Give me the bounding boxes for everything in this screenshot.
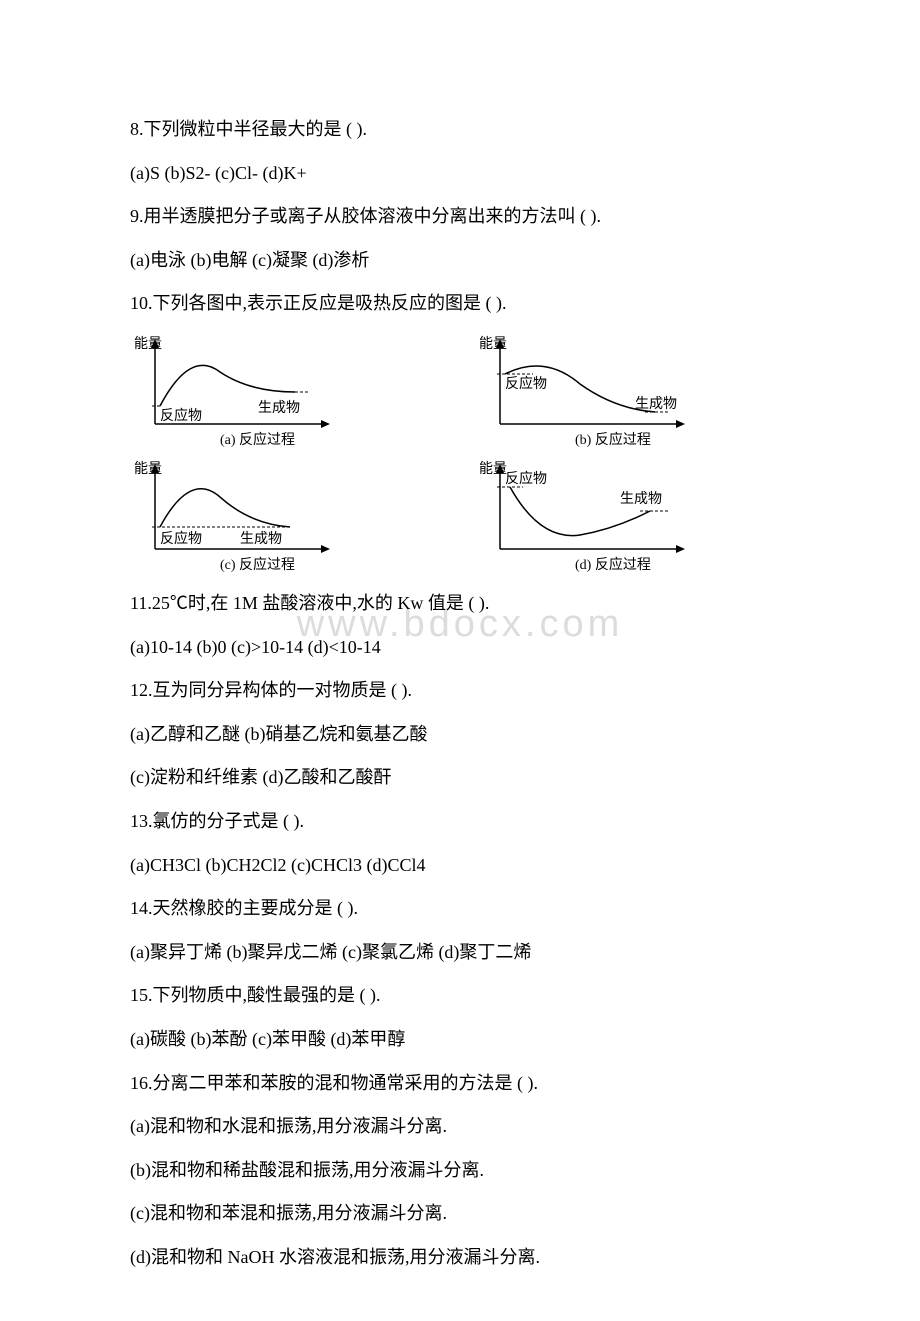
question-8-options: (a)S (b)S2- (c)Cl- (d)K+ [130, 154, 790, 194]
chart-c-svg: 能量 反应物 生成物 (c) 反应过程 [130, 459, 390, 574]
chart-d-caption: (d) 反应过程 [575, 556, 651, 573]
question-11-options: (a)10-14 (b)0 (c)>10-14 (d)<10-14 [130, 628, 790, 668]
chart-d-svg: 能量 反应物 生成物 (d) 反应过程 [475, 459, 735, 574]
question-16-option-b: (b)混和物和稀盐酸混和振荡,用分液漏斗分离. [130, 1151, 790, 1191]
question-15: 15.下列物质中,酸性最强的是 ( ). [130, 976, 790, 1016]
question-13: 13.氯仿的分子式是 ( ). [130, 802, 790, 842]
question-9-options: (a)电泳 (b)电解 (c)凝聚 (d)渗析 [130, 241, 790, 281]
question-12-options-1: (a)乙醇和乙醚 (b)硝基乙烷和氨基乙酸 [130, 715, 790, 755]
question-9: 9.用半透膜把分子或离子从胶体溶液中分离出来的方法叫 ( ). [130, 197, 790, 237]
chart-b-product: 生成物 [635, 396, 677, 412]
question-13-options: (a)CH3Cl (b)CH2Cl2 (c)CHCl3 (d)CCl4 [130, 846, 790, 886]
chart-c-reactant: 反应物 [160, 530, 202, 547]
chart-a-ylabel: 能量 [134, 336, 162, 352]
chart-b: 能量 反应物 生成物 (b) 反应过程 [475, 334, 790, 449]
chart-b-svg: 能量 反应物 生成物 (b) 反应过程 [475, 334, 735, 449]
question-16: 16.分离二甲苯和苯胺的混和物通常采用的方法是 ( ). [130, 1064, 790, 1104]
question-8: 8.下列微粒中半径最大的是 ( ). [130, 110, 790, 150]
question-14: 14.天然橡胶的主要成分是 ( ). [130, 889, 790, 929]
question-12-options-2: (c)淀粉和纤维素 (d)乙酸和乙酸酐 [130, 758, 790, 798]
chart-b-caption: (b) 反应过程 [575, 431, 651, 448]
chart-a-svg: 能量 反应物 生成物 (a) 反应过程 [130, 334, 390, 449]
question-10: 10.下列各图中,表示正反应是吸热反应的图是 ( ). [130, 284, 790, 324]
question-12: 12.互为同分异构体的一对物质是 ( ). [130, 671, 790, 711]
chart-c: 能量 反应物 生成物 (c) 反应过程 [130, 459, 445, 574]
chart-c-caption: (c) 反应过程 [220, 556, 295, 573]
question-16-option-d: (d)混和物和 NaOH 水溶液混和振荡,用分液漏斗分离. [130, 1238, 790, 1278]
question-14-options: (a)聚异丁烯 (b)聚异戊二烯 (c)聚氯乙烯 (d)聚丁二烯 [130, 933, 790, 973]
chart-b-ylabel: 能量 [479, 336, 507, 352]
question-16-option-c: (c)混和物和苯混和振荡,用分液漏斗分离. [130, 1194, 790, 1234]
chart-c-ylabel: 能量 [134, 461, 162, 477]
question-16-option-a: (a)混和物和水混和振荡,用分液漏斗分离. [130, 1107, 790, 1147]
chart-b-reactant: 反应物 [505, 375, 547, 392]
charts-grid: 能量 反应物 生成物 (a) 反应过程 能量 反应物 生成物 [130, 334, 790, 574]
chart-a-product: 生成物 [258, 400, 300, 416]
chart-d-ylabel: 能量 [479, 461, 507, 477]
chart-a-reactant: 反应物 [160, 407, 202, 424]
chart-d: 能量 反应物 生成物 (d) 反应过程 [475, 459, 790, 574]
chart-a-caption: (a) 反应过程 [220, 431, 295, 448]
question-15-options: (a)碳酸 (b)苯酚 (c)苯甲酸 (d)苯甲醇 [130, 1020, 790, 1060]
chart-d-reactant: 反应物 [505, 470, 547, 487]
chart-c-product: 生成物 [240, 531, 282, 547]
question-11: 11.25℃时,在 1M 盐酸溶液中,水的 Kw 值是 ( ). [130, 584, 790, 624]
chart-d-product: 生成物 [620, 491, 662, 507]
document-content: 8.下列微粒中半径最大的是 ( ). (a)S (b)S2- (c)Cl- (d… [130, 110, 790, 1277]
chart-a: 能量 反应物 生成物 (a) 反应过程 [130, 334, 445, 449]
